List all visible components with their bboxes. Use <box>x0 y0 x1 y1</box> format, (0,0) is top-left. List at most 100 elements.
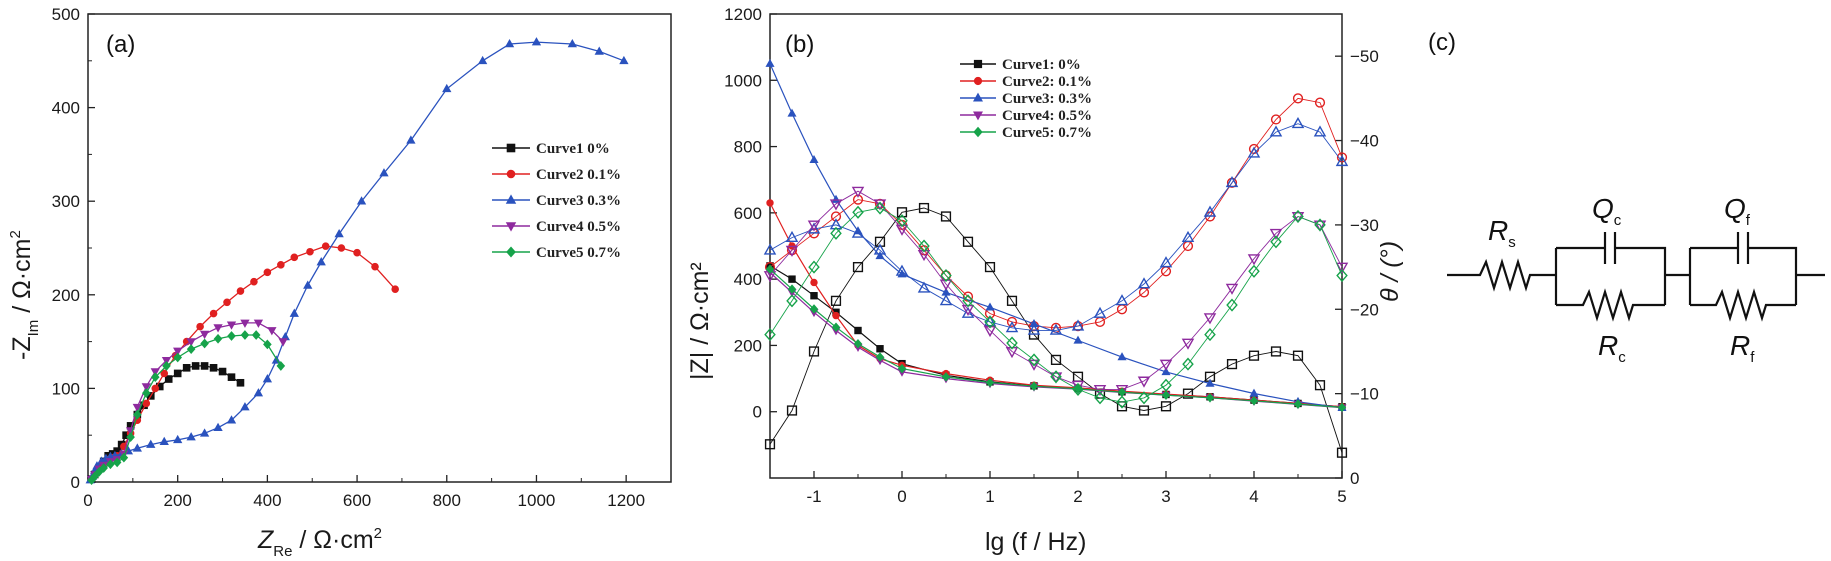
panel-b-legend-marker <box>973 111 983 121</box>
panel-b-series-3-phase-point <box>1313 125 1327 137</box>
resistor-rs-symbol <box>1447 258 1556 292</box>
panel-a-series-5-point <box>90 471 100 482</box>
panel-b-left-y-tick-label: 1000 <box>724 71 762 90</box>
panel-b-series-3-phase-point <box>895 264 909 276</box>
panel-b-series-5-impedance-point <box>985 377 995 388</box>
panel-a-series-2-point <box>371 262 379 271</box>
panel-a-series-3-point <box>477 55 488 65</box>
panel-a-x-tick-label: 1200 <box>607 491 645 510</box>
panel-a-series-2-point <box>142 399 151 408</box>
panel-a-series-3-point <box>406 135 416 144</box>
panel-b-right-y-tick-label: −20 <box>1350 300 1379 319</box>
panel-b-x-tick-label: 0 <box>897 487 906 506</box>
panel-a-series-1-point <box>227 373 236 381</box>
panel-b-series-5-phase-line <box>769 207 1343 403</box>
panel-b-series-5-phase-point <box>1006 336 1018 350</box>
panel-b-series-4-phase-point <box>1269 228 1283 241</box>
panel-b-series-5-phase-point <box>1094 391 1106 405</box>
panel-b-series-1-impedance-point <box>788 275 796 283</box>
panel-b-series-5-impedance-point <box>1029 381 1039 391</box>
panel-b-series-5-phase-point <box>830 226 842 240</box>
panel-b-series-1-impedance-point <box>810 292 818 300</box>
panel-b-series-2-impedance-point <box>766 199 774 207</box>
panel-a-series-5-point <box>142 388 151 398</box>
panel-b-series-2-phase-point <box>1270 114 1282 125</box>
panel-b-series-5-phase-point <box>984 315 996 329</box>
panel-b-series-3-phase-point <box>1269 125 1283 137</box>
panel-a-series-5-point <box>213 333 223 344</box>
panel-b-series-3-impedance-point <box>765 58 775 67</box>
panel-b-series-1-phase-point <box>918 202 930 214</box>
panel-b-series-3-phase-point <box>917 281 931 293</box>
panel-b-right-y-tick-label: −30 <box>1350 216 1379 235</box>
panel-a-series-2-point <box>263 268 272 277</box>
panel-a-series-3-point <box>186 432 196 441</box>
panel-b-series-3-impedance-point <box>831 194 841 203</box>
panel-a-series-3-point <box>262 374 273 383</box>
panel-a-y-tick-label: 200 <box>52 286 80 305</box>
panel-b-legend-label: Curve5: 0.7% <box>1002 125 1092 141</box>
panel-a-series-1-point <box>200 362 209 370</box>
panel-b-series-1-phase-point <box>808 346 820 357</box>
panel-b-series-2-phase-point <box>1314 97 1326 108</box>
panel-a-label: (a) <box>106 31 135 58</box>
panel-b-x-tick-label: 2 <box>1073 487 1082 506</box>
panel-b-series-2-phase-point <box>1292 93 1304 104</box>
panel-b-series-4-phase-point <box>1159 359 1173 371</box>
panel-a-series-5-point <box>276 361 286 371</box>
panel-a-series-3-point <box>159 436 169 446</box>
panel-b-series-1-phase-point <box>1292 350 1304 361</box>
panel-a-x-tick-label: 0 <box>83 491 92 510</box>
panel-b-series-3-phase-line <box>769 123 1343 331</box>
panel-a-legend-label: Curve2 0.1% <box>536 167 621 183</box>
panel-b-series-1-phase-point <box>940 211 952 222</box>
panel-b-series-5-impedance-point <box>1161 390 1171 400</box>
panel-b-left-y-tick-label: 400 <box>734 270 762 289</box>
panel-a-series-5-point <box>119 452 129 463</box>
panel-b-series-5-phase-point <box>1270 235 1282 249</box>
panel-b-series-4-phase-point <box>1247 254 1261 266</box>
panel-a-series-5-point <box>200 338 209 349</box>
panel-b-series-3-impedance-point <box>787 108 797 117</box>
panel-a-x-tick-label: 600 <box>343 491 371 510</box>
panel-a-series-3-point <box>334 228 344 238</box>
panel-a-series-4-point <box>278 338 288 347</box>
panel-b-series-1-phase-point <box>1006 295 1018 306</box>
circuit-wire <box>1748 246 1798 305</box>
panel-b-series-1-phase-point <box>1226 359 1238 370</box>
panel-b-series-3-phase-point <box>1093 306 1107 318</box>
panel-b-x-tick-label: 4 <box>1249 487 1258 506</box>
panel-b-left-y-tick-label: 800 <box>734 138 762 157</box>
panel-b-series-4-phase-point <box>1335 262 1349 274</box>
panel-b-series-3-phase-point <box>1071 319 1085 331</box>
panel-b-series-5-impedance-point <box>875 352 885 362</box>
panel-b-right-y-tick-label: −10 <box>1350 385 1379 404</box>
panel-a-series-3-point <box>379 168 389 177</box>
panel-b-series-3-impedance-point <box>1205 378 1215 387</box>
panel-b-series-1-impedance-line <box>769 265 1343 408</box>
panel-b-x-tick-label: 3 <box>1161 487 1170 506</box>
panel-b-series-3-phase-point <box>1159 256 1173 268</box>
panel-a-x-tick-label: 200 <box>164 491 192 510</box>
panel-a-series-2-point <box>236 287 245 295</box>
panel-a-series-4-point <box>213 324 223 333</box>
panel-a-y-tick-label: 100 <box>52 379 80 398</box>
panel-b-legend-marker <box>973 59 983 69</box>
panel-b-series-1-phase-point <box>1336 447 1348 458</box>
panel-a-series-2-point <box>277 261 285 269</box>
panel-b-series-2-phase-line <box>769 97 1343 329</box>
panel-b-legend-label: Curve1: 0% <box>1002 57 1081 73</box>
panel-a-series-3-point <box>213 422 223 432</box>
panel-b-series-5-phase-point <box>1138 391 1150 405</box>
panel-a-series-3-point <box>567 38 577 48</box>
panel-a-series-3-point <box>594 46 604 55</box>
panel-b-series-4-phase-point <box>1313 220 1327 232</box>
panel-a-series-3-point <box>146 439 156 448</box>
panel-b-series-1-phase-point <box>764 439 776 450</box>
panel-b-series-5-phase-point <box>1116 395 1128 409</box>
panel-b-series-2-impedance-point <box>810 278 818 287</box>
panel-a-series-3-point <box>356 196 367 205</box>
qf-label: Qf <box>1724 193 1751 229</box>
panel-a-series-5-point <box>240 330 250 340</box>
panel-a-series-2-point <box>151 384 160 393</box>
